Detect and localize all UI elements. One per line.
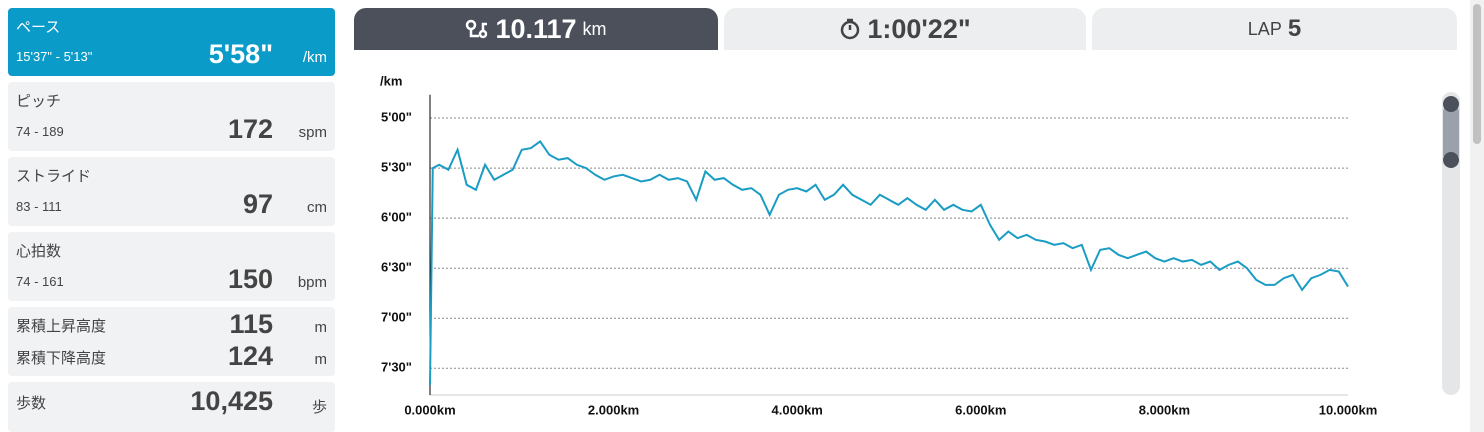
unit: cm: [307, 199, 327, 216]
slider-range[interactable]: [1443, 104, 1459, 162]
unit: bpm: [297, 274, 327, 291]
label: 累積下降高度: [16, 350, 107, 367]
metric-card[interactable]: 心拍数 74 - 161 150 bpm: [8, 232, 335, 301]
label: ペース: [16, 19, 61, 36]
value: 5'58": [208, 39, 273, 69]
y-tick-label: 5'30": [381, 160, 412, 175]
unit: m: [314, 351, 328, 368]
range: 15'37" - 5'13": [16, 49, 93, 64]
y-axis-label: /km: [380, 73, 402, 88]
metric-card[interactable]: ピッチ 74 - 189 172 spm: [8, 82, 335, 151]
y-tick-label: 7'00": [381, 310, 412, 325]
x-tick-label: 6.000km: [955, 402, 1006, 417]
y-tick-label: 6'30": [381, 260, 412, 275]
unit: /km: [302, 49, 327, 66]
value: 150: [227, 264, 273, 294]
y-tick-label: 6'00": [381, 210, 412, 225]
pace-line: [429, 140, 1349, 386]
pace-card[interactable]: ペース 15'37" - 5'13" 5'58" /km: [8, 8, 335, 76]
x-tick-label: 4.000km: [772, 402, 823, 417]
y-tick-label: 7'30": [381, 360, 412, 375]
elevation-card[interactable]: 累積上昇高度 115 m 累積下降高度 124 m: [8, 307, 335, 376]
label: ストライド: [16, 168, 92, 185]
distance-value: 10.117: [495, 13, 577, 44]
time-tab[interactable]: 1:00'22": [724, 8, 1086, 50]
route-icon: [466, 19, 488, 39]
x-tick-label: 2.000km: [588, 402, 639, 417]
distance-tab[interactable]: 10.117 km: [354, 8, 718, 50]
lap-label: LAP: [1247, 18, 1282, 39]
label: 心拍数: [16, 243, 62, 260]
range: 74 - 161: [16, 274, 64, 289]
unit: m: [314, 319, 328, 336]
zoom-slider[interactable]: [1442, 92, 1460, 395]
scrollbar-thumb[interactable]: [1473, 4, 1481, 144]
metric-card[interactable]: ストライド 83 - 111 97 cm: [8, 157, 335, 226]
slider-handle[interactable]: [1443, 152, 1459, 168]
chart: /km 5'00" 5'30" 6'00" 6'30" 7'00" 7'30" 0.000km…: [380, 73, 1378, 417]
range: 83 - 111: [16, 199, 62, 214]
unit: spm: [298, 124, 327, 141]
x-tick-label: 8.000km: [1139, 402, 1190, 417]
time-value: 1:00'22": [867, 13, 971, 44]
y-tick-label: 5'00": [381, 109, 412, 124]
lap-value: 5: [1287, 15, 1302, 42]
value: 97: [242, 189, 273, 219]
value: 10,425: [190, 386, 273, 416]
label: ピッチ: [16, 93, 62, 110]
scrollbar[interactable]: [1470, 0, 1484, 432]
distance-unit: km: [582, 18, 607, 39]
value: 115: [229, 309, 273, 339]
label: 歩数: [16, 395, 47, 412]
steps-card[interactable]: 歩数 10,425 歩: [8, 382, 335, 432]
unit: 歩: [311, 399, 327, 416]
lap-tab[interactable]: LAP 5: [1092, 8, 1457, 50]
x-tick-label: 0.000km: [404, 402, 455, 417]
slider-handle[interactable]: [1443, 96, 1459, 112]
timer-icon: [841, 18, 860, 40]
x-tick-label: 10.000km: [1319, 402, 1378, 417]
value: 124: [227, 341, 273, 371]
label: 累積上昇高度: [16, 318, 107, 335]
value: 172: [227, 114, 273, 144]
range: 74 - 189: [16, 124, 64, 139]
